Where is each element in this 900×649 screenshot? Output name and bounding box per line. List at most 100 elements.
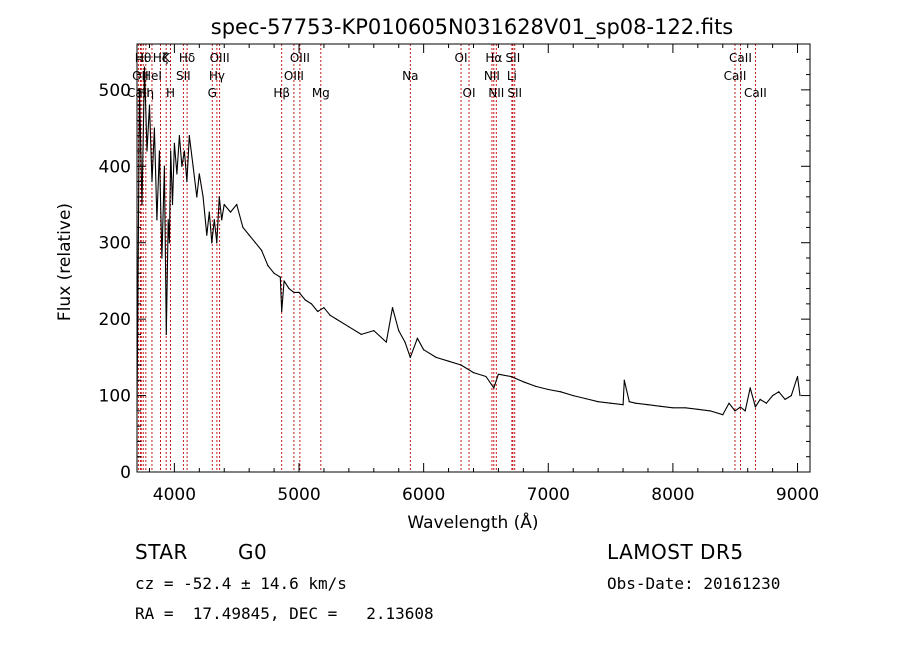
spectrum-point-94 — [734, 410, 736, 412]
spectrum-point-52 — [317, 310, 319, 313]
spectrum-point-29 — [208, 211, 210, 213]
spectrum-point-81 — [609, 402, 612, 404]
spectral-line-label-26: SII — [507, 86, 522, 100]
chart-title: spec-57753-KP010605N031628V01_sp08-122.f… — [211, 15, 734, 40]
spectrum-point-74 — [522, 381, 524, 383]
spectrum-point-20 — [181, 165, 183, 167]
spectrum-point-26 — [198, 173, 200, 175]
spectrum-point-87 — [659, 405, 662, 407]
spectrum-point-50 — [304, 299, 306, 301]
survey-name: LAMOST DR5 — [607, 540, 744, 564]
spectrum-point-88 — [672, 407, 674, 409]
spectrum-point-93 — [728, 402, 730, 404]
spectrum-point-55 — [335, 318, 338, 320]
spectral-line-label-8: H — [166, 86, 175, 100]
spectral-line-label-22: Hα — [485, 51, 502, 65]
spectrum-point-95 — [739, 406, 742, 408]
spectrum-point-82 — [622, 404, 624, 406]
spectrum-point-53 — [323, 307, 325, 309]
spectral-line-label-3: Hθ — [135, 51, 151, 65]
spectrum-point-86 — [647, 404, 649, 406]
spectrum-point-58 — [373, 330, 375, 332]
x-tick-label-0: 4000 — [153, 485, 196, 505]
spectrum-point-79 — [585, 398, 587, 400]
spectrum-point-22 — [186, 180, 188, 183]
spectrum-point-33 — [218, 196, 220, 198]
spectrum-point-6 — [151, 180, 153, 183]
spectrum-point-59 — [385, 341, 387, 343]
spectrum-point-104 — [790, 394, 792, 397]
spectrum-point-92 — [722, 414, 724, 416]
y-tick-label-4: 400 — [99, 157, 131, 177]
y-tick-label-3: 300 — [99, 234, 131, 254]
spectrum-point-3 — [143, 66, 146, 68]
spectrum-point-11 — [163, 165, 166, 167]
spectral-line-labels: CaIIOIIHιHθHηHeIHζKHSIIHδGHγOIIIHβOIIIOI… — [127, 51, 767, 100]
spectrum-series — [136, 66, 801, 416]
spectrum-point-19 — [178, 135, 180, 137]
spectrum-point-84 — [628, 401, 630, 403]
x-tick-label-5: 9000 — [776, 485, 819, 505]
spectrum-point-47 — [288, 287, 290, 290]
spectral-line-label-28: CaII — [729, 51, 752, 65]
spectral-line-label-11: G — [208, 86, 217, 100]
spectrum-point-57 — [360, 333, 362, 336]
spectrum-point-31 — [213, 219, 215, 221]
spectral-line-label-5: HeI — [142, 69, 162, 83]
spectral-line-label-7: K — [162, 51, 171, 65]
spectrum-point-7 — [153, 127, 156, 129]
spectrum-point-13 — [167, 219, 169, 221]
spectrum-point-36 — [229, 211, 232, 213]
plot-frame — [136, 43, 811, 473]
spectral-line-label-15: OIII — [284, 69, 304, 83]
spectrum-point-38 — [242, 226, 244, 229]
spectrum-point-64 — [416, 337, 419, 339]
spectral-line-label-9: SII — [176, 69, 191, 83]
spectrum-point-89 — [684, 407, 686, 409]
spectrum-point-62 — [404, 341, 406, 343]
spectrum-point-71 — [493, 387, 495, 389]
spectrum-point-101 — [772, 394, 774, 397]
spectral-line-label-27: CaII — [724, 69, 747, 83]
spectrum-point-85 — [634, 402, 637, 404]
spectrum-point-65 — [423, 349, 425, 351]
spectrum-point-72 — [497, 373, 500, 375]
spectrum-point-97 — [749, 387, 751, 389]
spectrum-point-35 — [223, 203, 225, 206]
spectral-line-label-24: Li — [507, 69, 517, 83]
spectral-line-markers — [137, 44, 756, 472]
spectral-line-label-17: Mg — [312, 86, 330, 100]
spectrum-point-78 — [572, 394, 574, 397]
spectrum-point-34 — [221, 219, 223, 221]
observation-date: Obs-Date: 20161230 — [607, 574, 781, 593]
spectral-line-label-23: NII — [488, 86, 504, 100]
spectrum-point-75 — [535, 385, 537, 387]
spectrum-point-30 — [211, 242, 213, 244]
spectrum-point-21 — [183, 150, 185, 152]
spectrum-point-100 — [765, 402, 767, 404]
spectrum-point-106 — [799, 394, 801, 397]
spectral-line-label-6: Hζ — [153, 51, 169, 65]
spectrum-point-91 — [709, 410, 711, 412]
spectrum-point-46 — [283, 280, 285, 282]
spectrum-point-15 — [170, 150, 172, 152]
spectral-line-label-21: NII — [484, 69, 500, 83]
spectrum-point-83 — [623, 379, 625, 381]
spectrum-point-66 — [435, 356, 437, 358]
spectrum-point-68 — [460, 364, 462, 366]
spectral-line-label-20: OI — [463, 86, 476, 100]
spectrum-point-41 — [261, 249, 263, 251]
spectrum-point-96 — [744, 410, 746, 412]
spectral-line-label-2: Hι — [135, 51, 148, 65]
object-subclass: G0 — [238, 540, 268, 564]
spectrum-point-73 — [510, 375, 512, 378]
spectrum-point-45 — [281, 310, 283, 313]
spectrum-point-67 — [447, 360, 450, 362]
spectrum-point-24 — [192, 165, 194, 167]
spectrum-point-4 — [146, 150, 148, 152]
y-tick-label-1: 100 — [99, 387, 131, 407]
spectrum-point-39 — [248, 234, 250, 236]
x-tick-label-4: 8000 — [651, 485, 694, 505]
spectral-line-label-10: Hδ — [179, 51, 195, 65]
